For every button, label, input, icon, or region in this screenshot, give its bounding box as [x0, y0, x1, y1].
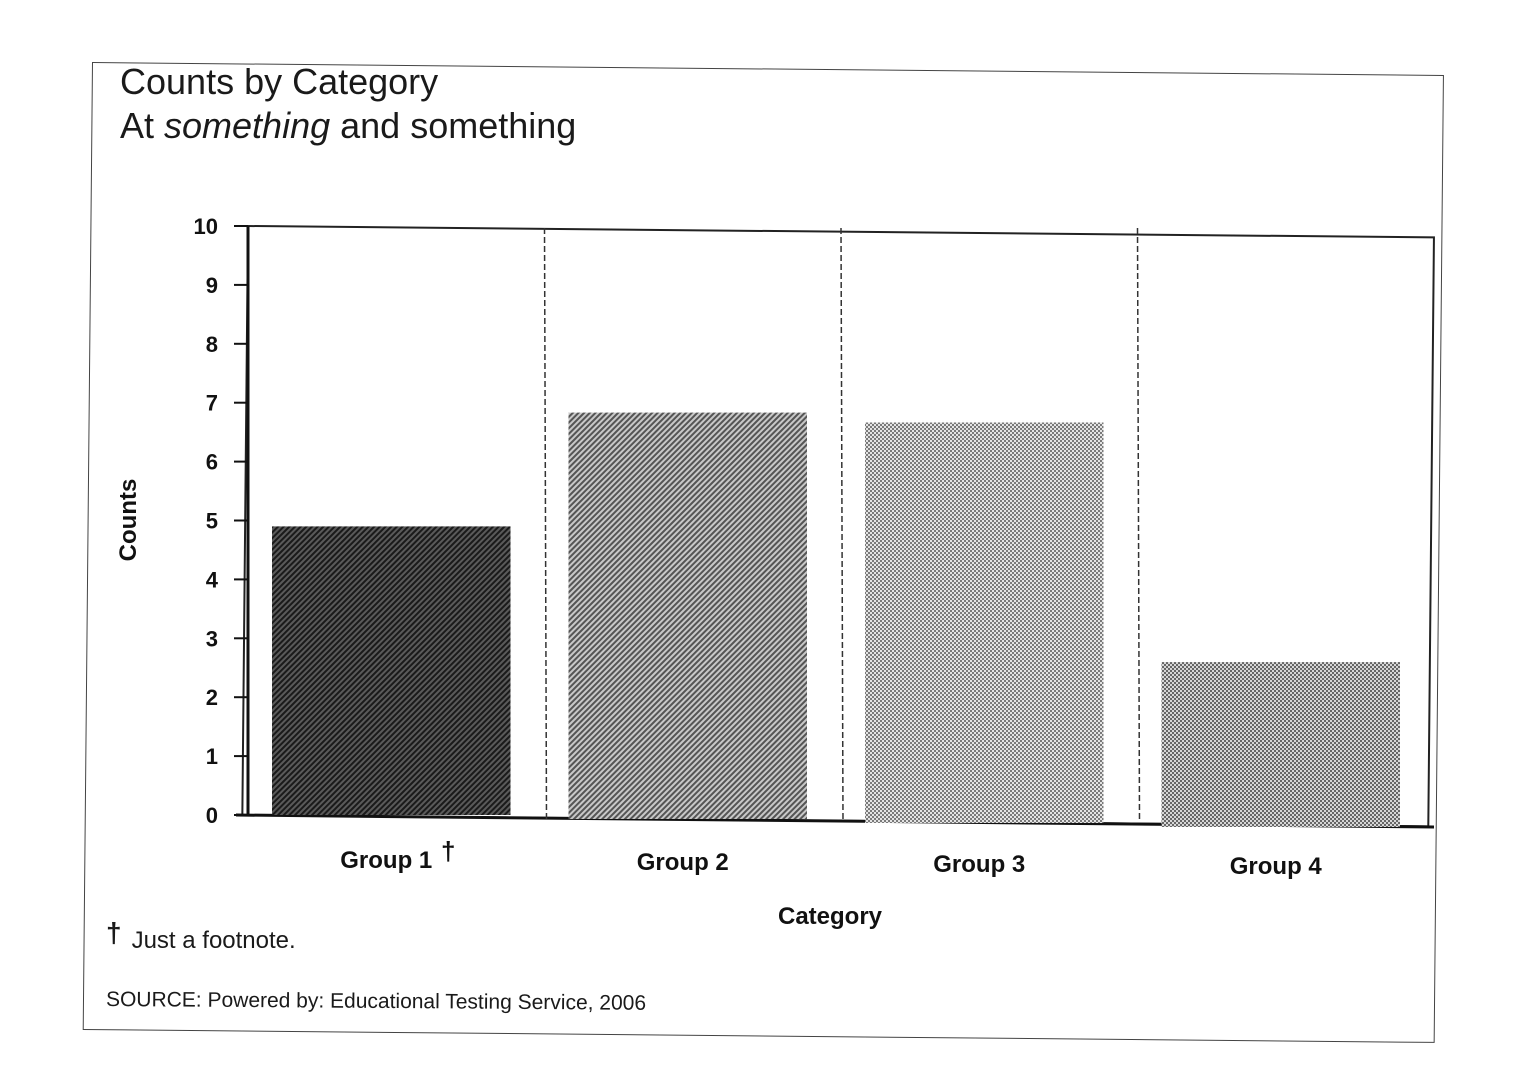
y-tick-label: 2	[206, 685, 218, 710]
bar-1	[272, 526, 511, 815]
source-note: SOURCE: Powered by: Educational Testing …	[106, 986, 646, 1018]
x-tick-label: Group 1	[340, 847, 432, 874]
y-tick-label: 9	[206, 273, 218, 298]
bar-4	[1162, 662, 1401, 827]
y-tick-label: 5	[206, 509, 218, 534]
category-separator	[841, 228, 843, 821]
x-tick-label: Group 3	[933, 851, 1025, 878]
bar-3	[865, 422, 1104, 823]
y-tick-label: 0	[206, 803, 218, 828]
y-tick-label: 10	[194, 214, 218, 239]
bar-2	[569, 413, 808, 819]
x-axis-title: Category	[778, 903, 883, 930]
category-separator	[1138, 228, 1140, 821]
y-tick-label: 3	[206, 626, 218, 651]
footnote: †Just a footnote.	[106, 922, 296, 958]
x-tick-footnote-mark: †	[441, 836, 455, 866]
category-separator	[545, 228, 547, 821]
x-tick-label: Group 4	[1230, 853, 1323, 880]
y-tick-label: 1	[206, 744, 218, 769]
y-tick-label: 6	[206, 450, 218, 475]
y-tick-label: 4	[206, 567, 219, 592]
y-tick-label: 7	[206, 391, 218, 416]
footnote-text: Just a footnote.	[132, 927, 296, 954]
footnote-mark: †	[106, 917, 122, 948]
x-tick-label: Group 2	[637, 849, 729, 876]
y-axis-title: Counts	[115, 479, 142, 562]
y-tick-label: 8	[206, 332, 218, 357]
